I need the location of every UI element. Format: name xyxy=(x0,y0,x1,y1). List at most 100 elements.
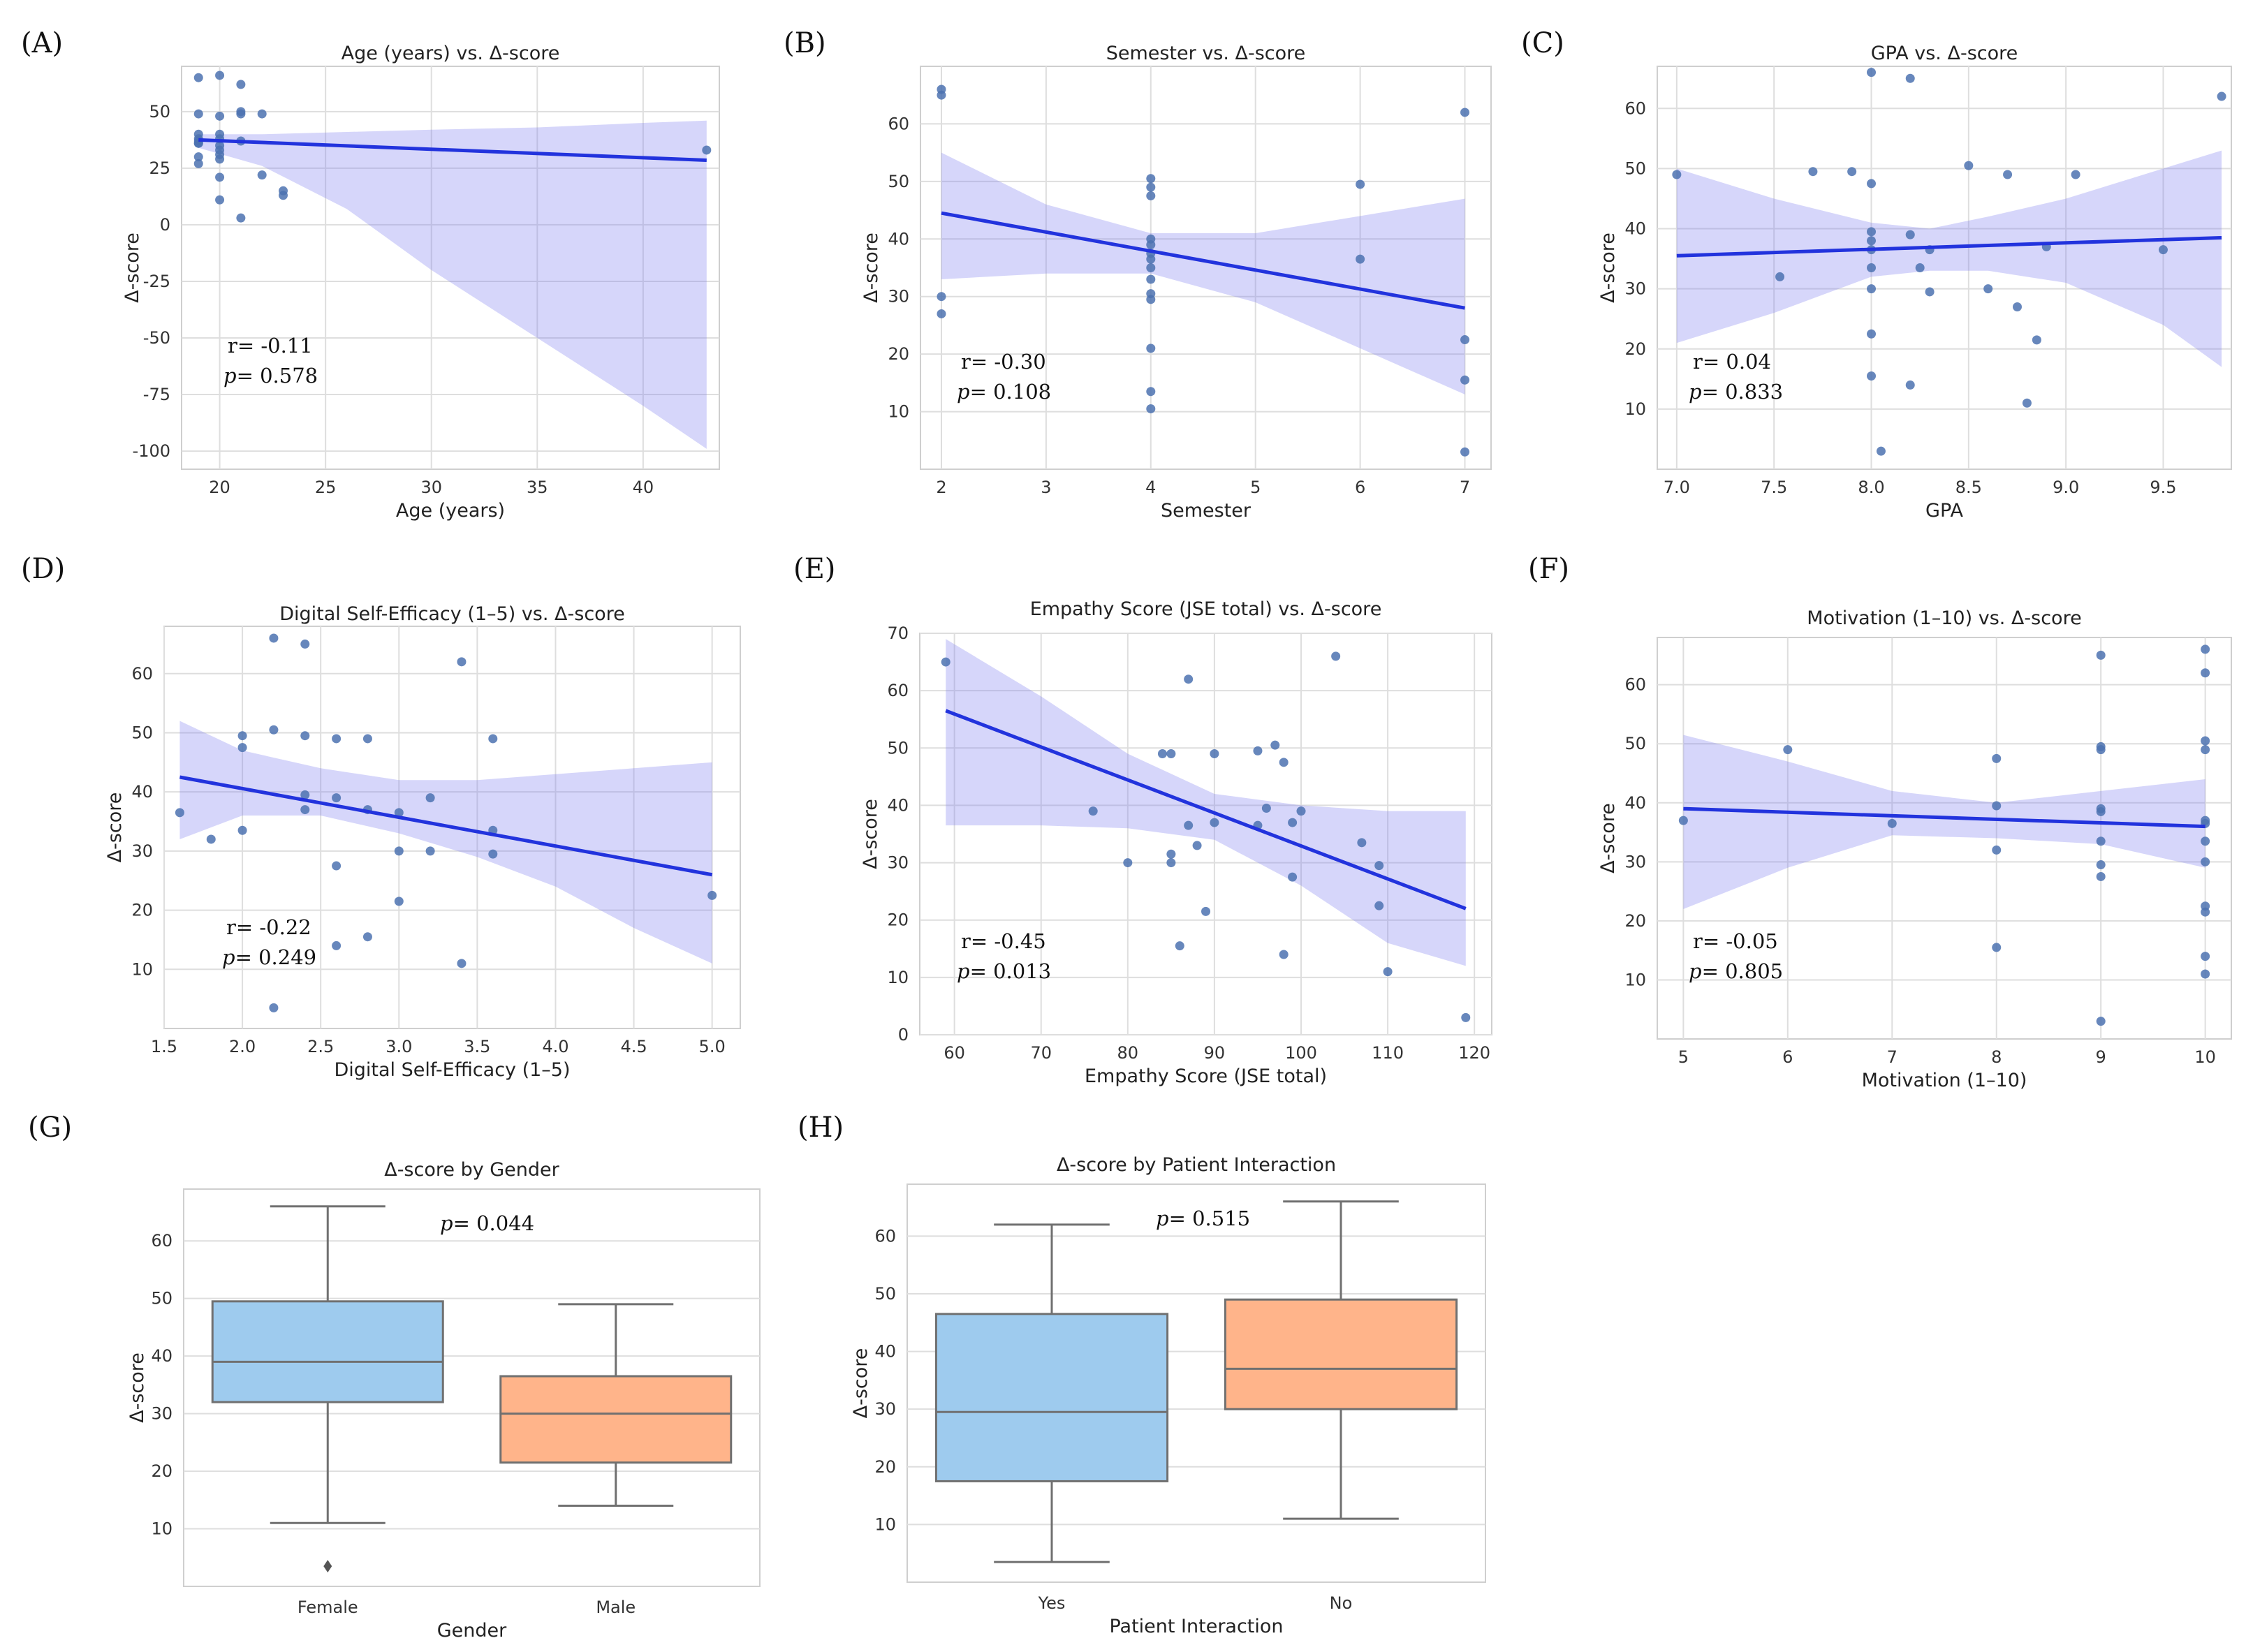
data-point xyxy=(702,145,712,155)
data-point xyxy=(425,846,435,856)
r-value-text: r= -0.30 xyxy=(961,350,1046,374)
data-point xyxy=(2096,806,2106,816)
panel-label-a: (A) xyxy=(21,27,63,59)
x-axis-label-c: GPA xyxy=(1925,500,1963,522)
x-tick-label: 4.0 xyxy=(542,1037,568,1056)
p-value-text: p= 0.515 xyxy=(1156,1207,1250,1230)
data-point xyxy=(236,80,246,89)
y-tick-label: 20 xyxy=(1624,911,1646,931)
data-point xyxy=(1678,816,1688,825)
y-tick-label: 40 xyxy=(131,782,153,802)
data-point xyxy=(394,808,404,818)
data-point xyxy=(1166,858,1176,868)
data-point xyxy=(2022,398,2032,408)
y-tick-label: 50 xyxy=(1624,158,1646,178)
x-tick-label: 8.0 xyxy=(1858,478,1884,497)
data-point xyxy=(236,109,246,119)
x-tick-label: 5 xyxy=(1250,478,1261,497)
x-tick-label: No xyxy=(1330,1593,1353,1613)
data-point xyxy=(193,152,203,162)
data-point xyxy=(206,834,216,844)
x-tick-label: 2 xyxy=(936,478,946,497)
data-point xyxy=(1876,446,1886,456)
data-point xyxy=(332,793,342,803)
data-point xyxy=(1808,167,1818,177)
x-tick-label: 9.0 xyxy=(2053,478,2079,497)
data-point xyxy=(1374,901,1384,910)
y-tick-label: 30 xyxy=(888,287,909,307)
regression-line xyxy=(945,709,1467,910)
regression-line xyxy=(179,775,713,877)
data-point xyxy=(2096,745,2106,755)
data-point xyxy=(2096,650,2106,660)
y-tick-label: 20 xyxy=(887,910,909,930)
y-tick-label: 30 xyxy=(887,853,909,873)
data-point xyxy=(193,73,203,82)
data-point xyxy=(215,71,225,80)
data-point xyxy=(193,158,203,168)
data-point xyxy=(1146,274,1156,284)
data-point xyxy=(2096,836,2106,846)
data-point xyxy=(937,90,946,100)
box-yes xyxy=(934,1313,1169,1482)
data-point xyxy=(1331,651,1341,661)
plot-area-a xyxy=(181,66,720,470)
data-point xyxy=(1279,950,1289,959)
x-tick-label: 8.5 xyxy=(1955,478,1982,497)
x-axis-label-a: Age (years) xyxy=(396,500,505,522)
x-tick-label: 80 xyxy=(1117,1043,1139,1063)
data-point xyxy=(257,109,267,119)
data-point xyxy=(2003,170,2013,179)
data-point xyxy=(1992,801,2002,811)
panel-label-c: (C) xyxy=(1521,27,1564,59)
data-point xyxy=(707,890,717,900)
data-point xyxy=(2096,860,2106,870)
data-point xyxy=(1210,818,1219,827)
x-tick-label: 30 xyxy=(420,478,442,497)
panel-d: (D) Digital Self-Efficacy (1–5) vs. Δ-sco… xyxy=(21,553,741,1081)
chart-title-e: Empathy Score (JSE total) vs. Δ-score xyxy=(1030,598,1382,620)
plot-area-c xyxy=(1657,66,2232,470)
data-point xyxy=(215,195,225,205)
data-point xyxy=(2012,302,2022,311)
data-point xyxy=(1383,967,1393,977)
data-point xyxy=(193,109,203,119)
data-point xyxy=(425,793,435,803)
data-point xyxy=(1460,447,1470,457)
y-tick-label: 50 xyxy=(131,723,153,742)
data-point xyxy=(1356,179,1365,189)
data-point xyxy=(2201,969,2210,979)
y-tick-label: -50 xyxy=(143,328,170,348)
data-point xyxy=(488,849,498,859)
data-point xyxy=(1992,845,2002,855)
data-point xyxy=(937,309,946,318)
x-tick-label: 35 xyxy=(527,478,548,497)
chart-title-h: Δ-score by Patient Interaction xyxy=(1057,1154,1336,1176)
data-point xyxy=(2201,857,2210,866)
x-tick-label: 40 xyxy=(633,478,654,497)
data-point xyxy=(1288,872,1298,882)
x-tick-label: 2.5 xyxy=(307,1037,334,1056)
y-axis-label-d: Δ-score xyxy=(104,792,126,863)
data-point xyxy=(1915,263,1925,272)
x-tick-label: 90 xyxy=(1204,1043,1226,1063)
confidence-band xyxy=(179,721,712,964)
y-tick-label: 50 xyxy=(151,1289,173,1308)
x-tick-label: 100 xyxy=(1285,1043,1317,1063)
data-point xyxy=(2032,335,2041,345)
y-tick-label: 60 xyxy=(1624,675,1646,695)
y-tick-label: 30 xyxy=(1624,279,1646,299)
data-point xyxy=(488,734,498,744)
chart-title-f: Motivation (1–10) vs. Δ-score xyxy=(1807,607,2081,629)
data-point xyxy=(1847,167,1857,177)
regression-line xyxy=(1683,806,2205,829)
data-point xyxy=(332,941,342,950)
panel-label-f: (F) xyxy=(1528,553,1569,585)
panel-g: (G) Δ-score by Gender Female Male 10 20 30 40 50… xyxy=(28,1112,761,1642)
y-tick-label: 10 xyxy=(1624,399,1646,419)
y-tick-label: 50 xyxy=(1624,734,1646,753)
y-tick-label: 50 xyxy=(149,102,170,121)
data-point xyxy=(175,808,184,818)
data-point xyxy=(1184,820,1194,830)
data-point xyxy=(394,897,404,906)
